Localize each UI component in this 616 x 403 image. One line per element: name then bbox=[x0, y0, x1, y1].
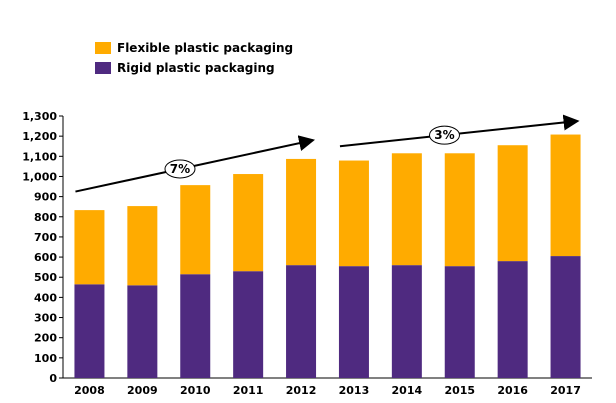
x-tick-label: 2010 bbox=[180, 384, 211, 397]
bar-rigid-2017 bbox=[550, 256, 581, 378]
x-tick-label: 2011 bbox=[233, 384, 264, 397]
y-tick-label: 500 bbox=[34, 271, 57, 284]
y-tick-label: 600 bbox=[34, 251, 57, 264]
x-tick-label: 2017 bbox=[550, 384, 581, 397]
y-tick-label: 100 bbox=[34, 352, 57, 365]
bar-rigid-2010 bbox=[180, 274, 211, 378]
legend-label-rigid: Rigid plastic packaging bbox=[117, 61, 275, 75]
bar-flexible-2014 bbox=[391, 153, 422, 266]
bar-flexible-2012 bbox=[286, 158, 317, 266]
bars bbox=[74, 134, 581, 378]
growth-badge bbox=[428, 125, 460, 145]
bar-flexible-2008 bbox=[74, 210, 105, 285]
y-tick-label: 300 bbox=[34, 312, 57, 325]
bar-flexible-2011 bbox=[233, 174, 264, 272]
x-tick-label: 2016 bbox=[497, 384, 528, 397]
bar-flexible-2017 bbox=[550, 134, 581, 257]
bar-flexible-2013 bbox=[338, 160, 369, 267]
x-tick-label: 2015 bbox=[444, 384, 475, 397]
bar-rigid-2014 bbox=[391, 265, 422, 378]
axes: 0 100 200 300 400 500 600 700 800 900 1,000 1,100 1,… bbox=[22, 110, 592, 397]
x-tick-label: 2013 bbox=[339, 384, 370, 397]
y-tick-label: 800 bbox=[34, 211, 57, 224]
y-tick-label: 1,200 bbox=[22, 130, 57, 143]
growth-label: 3% bbox=[434, 128, 454, 142]
legend-label-flexible: Flexible plastic packaging bbox=[117, 41, 294, 55]
y-tick-label: 400 bbox=[34, 291, 57, 304]
bar-rigid-2008 bbox=[74, 284, 105, 378]
growth-label: 7% bbox=[170, 162, 190, 176]
legend-swatch-flexible bbox=[95, 42, 111, 54]
growth-badge bbox=[164, 159, 196, 179]
y-tick-label: 1,000 bbox=[22, 170, 57, 183]
y-tick-label: 900 bbox=[34, 191, 57, 204]
y-tick-label: 0 bbox=[49, 372, 57, 385]
y-tick-label: 1,100 bbox=[22, 150, 57, 163]
bar-flexible-2010 bbox=[180, 185, 211, 275]
bar-rigid-2011 bbox=[233, 271, 264, 378]
x-tick-label: 2009 bbox=[127, 384, 158, 397]
bar-rigid-2013 bbox=[338, 266, 369, 378]
y-tick-label: 1,300 bbox=[22, 110, 57, 123]
x-tick-label: 2014 bbox=[392, 384, 423, 397]
bar-rigid-2012 bbox=[286, 265, 317, 378]
legend: Flexible plastic packaging Rigid plastic… bbox=[95, 38, 293, 78]
y-tick-label: 200 bbox=[34, 332, 57, 345]
bar-flexible-2009 bbox=[127, 206, 158, 286]
bar-rigid-2009 bbox=[127, 285, 158, 378]
growth-annotations: 7% 3% bbox=[75, 114, 580, 193]
bar-flexible-2016 bbox=[497, 145, 528, 262]
legend-swatch-rigid bbox=[95, 62, 111, 74]
legend-item-flexible: Flexible plastic packaging bbox=[95, 38, 293, 58]
bar-rigid-2016 bbox=[497, 261, 528, 378]
y-tick-label: 700 bbox=[34, 231, 57, 244]
bar-rigid-2015 bbox=[444, 266, 475, 378]
legend-item-rigid: Rigid plastic packaging bbox=[95, 58, 293, 78]
bar-flexible-2015 bbox=[444, 153, 475, 267]
x-tick-label: 2012 bbox=[286, 384, 317, 397]
x-tick-label: 2008 bbox=[74, 384, 105, 397]
